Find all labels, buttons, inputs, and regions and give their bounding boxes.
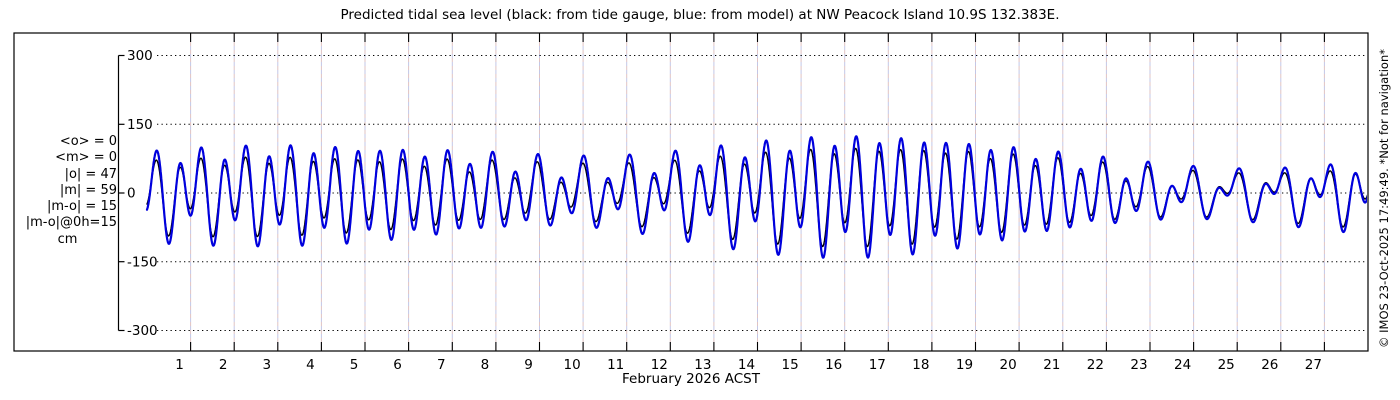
x-tick-label-17: 17 xyxy=(869,357,886,373)
x-tick-label-3: 3 xyxy=(263,357,272,373)
stats-unit-label: cm xyxy=(57,231,78,247)
plot-frame xyxy=(13,32,1369,352)
x-tick-label-2: 2 xyxy=(219,357,228,373)
x-tick-label-5: 5 xyxy=(350,357,359,373)
x-tick-label-10: 10 xyxy=(564,357,581,373)
x-tick-label-1: 1 xyxy=(175,357,184,373)
x-tick-label-26: 26 xyxy=(1261,357,1278,373)
y-tick-label-300: 300 xyxy=(127,48,153,64)
x-tick-label-16: 16 xyxy=(825,357,842,373)
x-tick-label-21: 21 xyxy=(1043,357,1060,373)
x-tick-label-8: 8 xyxy=(481,357,490,373)
stat-line-3: |m| = 59 xyxy=(59,182,117,198)
stat-line-2: |o| = 47 xyxy=(64,166,117,182)
stats-panel: <o> = 0 <m> = 0 |o| = 47 |m| = 59 |m-o| = 15… xyxy=(18,134,117,248)
x-axis-label: February 2026 ACST xyxy=(622,371,760,387)
y-tick-label-0: 0 xyxy=(127,186,136,202)
x-tick-label-15: 15 xyxy=(782,357,799,373)
x-tick-label-20: 20 xyxy=(1000,357,1017,373)
stats-lines: <o> = 0 <m> = 0 |o| = 47 |m| = 59 |m-o| = 15… xyxy=(18,134,117,232)
stat-line-4: |m-o| = 15 xyxy=(46,199,117,215)
x-tick-label-24: 24 xyxy=(1174,357,1191,373)
x-tick-label-25: 25 xyxy=(1218,357,1235,373)
x-tick-label-22: 22 xyxy=(1087,357,1104,373)
x-tick-label-6: 6 xyxy=(393,357,402,373)
x-tick-label-18: 18 xyxy=(912,357,929,373)
x-tick-label-14: 14 xyxy=(738,357,755,373)
y-tick-label-150: 150 xyxy=(127,117,153,133)
chart-title: Predicted tidal sea level (black: from t… xyxy=(340,7,1060,23)
x-tick-label-23: 23 xyxy=(1130,357,1147,373)
x-tick-label-9: 9 xyxy=(524,357,533,373)
y-tick-label--150: -150 xyxy=(127,254,158,270)
stat-line-5: |m-o|@0h=15 xyxy=(25,215,117,231)
x-tick-label-12: 12 xyxy=(651,357,668,373)
x-tick-label-4: 4 xyxy=(306,357,315,373)
copyright-watermark: © IMOS 23-Oct-2025 17:49:49. *Not for na… xyxy=(1377,49,1391,348)
y-tick-label--300: -300 xyxy=(127,323,158,339)
stat-line-0: <o> = 0 xyxy=(59,134,117,149)
stat-line-1: <m> = 0 xyxy=(55,150,117,166)
x-tick-label-27: 27 xyxy=(1305,357,1322,373)
x-tick-label-19: 19 xyxy=(956,357,973,373)
x-tick-label-11: 11 xyxy=(607,357,624,373)
x-tick-label-7: 7 xyxy=(437,357,446,373)
series-model xyxy=(145,135,1367,259)
x-tick-label-13: 13 xyxy=(694,357,711,373)
